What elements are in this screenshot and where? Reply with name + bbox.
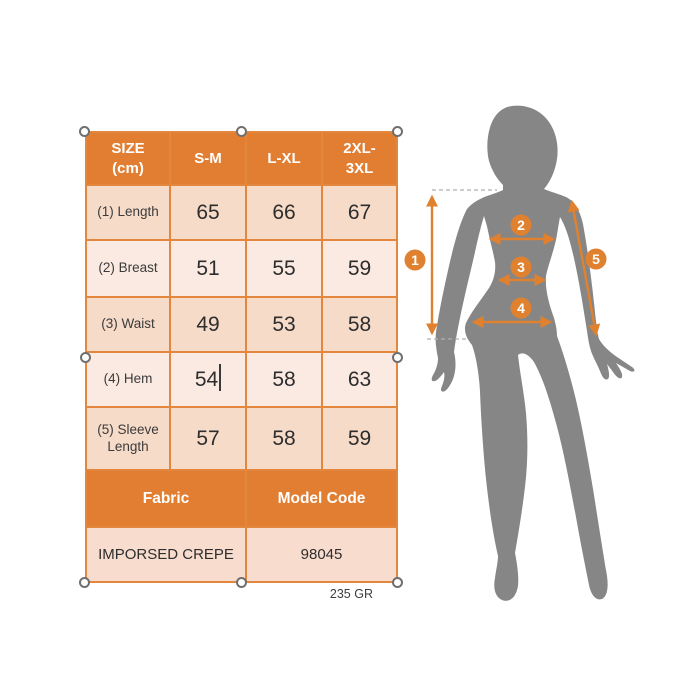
svg-text:2: 2 xyxy=(517,217,525,233)
header-fabric[interactable]: Fabric xyxy=(85,469,247,528)
marker-1-length: 1 xyxy=(404,249,426,271)
cell-breast-lxl[interactable]: 55 xyxy=(245,239,323,298)
marker-5-sleeve: 5 xyxy=(585,248,607,270)
header-model-code[interactable]: Model Code xyxy=(245,469,398,528)
cell-length-2xl[interactable]: 67 xyxy=(321,184,398,241)
cell-breast-sm[interactable]: 51 xyxy=(169,239,247,298)
cell-model-code-value[interactable]: 98045 xyxy=(245,526,398,583)
header-size-cm[interactable]: SIZE (cm) xyxy=(85,131,171,186)
cell-hem-2xl[interactable]: 63 xyxy=(321,351,398,408)
header-s-m[interactable]: S-M xyxy=(169,131,247,186)
svg-text:3: 3 xyxy=(517,259,525,275)
row-label-hem[interactable]: (4) Hem xyxy=(85,351,171,408)
cell-sleeve-2xl[interactable]: 59 xyxy=(321,406,398,471)
table-row: (5) Sleeve Length 57 58 59 xyxy=(85,406,398,471)
selection-handle-bottom-left[interactable] xyxy=(78,576,90,588)
svg-text:5: 5 xyxy=(592,251,600,267)
selection-handle-mid-left[interactable] xyxy=(79,351,91,363)
row-label-waist[interactable]: (3) Waist xyxy=(85,296,171,353)
table-row: (4) Hem 54 58 63 xyxy=(85,351,398,408)
selection-handle-top-left[interactable] xyxy=(78,125,90,137)
measurement-arrow-sleeve xyxy=(567,199,601,337)
selection-handle-bottom-center[interactable] xyxy=(235,576,247,588)
cell-length-sm[interactable]: 65 xyxy=(169,184,247,241)
marker-4-hem: 4 xyxy=(510,297,532,319)
marker-3-waist: 3 xyxy=(510,256,532,278)
selection-handle-top-center[interactable] xyxy=(235,125,247,137)
cell-sleeve-lxl[interactable]: 58 xyxy=(245,406,323,471)
row-label-breast[interactable]: (2) Breast xyxy=(85,239,171,298)
selection-handle-mid-right[interactable] xyxy=(391,351,403,363)
table-row: (1) Length 65 66 67 xyxy=(85,184,398,241)
table-row: (2) Breast 51 55 59 xyxy=(85,239,398,298)
table-row: (3) Waist 49 53 58 xyxy=(85,296,398,353)
selection-handle-top-right[interactable] xyxy=(391,125,403,137)
cell-waist-sm[interactable]: 49 xyxy=(169,296,247,353)
female-silhouette xyxy=(431,105,635,601)
weight-note: 235 GR xyxy=(329,587,373,601)
svg-text:1: 1 xyxy=(411,252,419,268)
header-l-xl[interactable]: L-XL xyxy=(245,131,323,186)
cell-waist-lxl[interactable]: 53 xyxy=(245,296,323,353)
cell-fabric-value[interactable]: IMPORSED CREPE xyxy=(85,526,247,583)
row-label-length[interactable]: (1) Length xyxy=(85,184,171,241)
cell-hem-lxl[interactable]: 58 xyxy=(245,351,323,408)
cell-length-lxl[interactable]: 66 xyxy=(245,184,323,241)
selection-handle-bottom-right[interactable] xyxy=(391,576,403,588)
marker-2-breast: 2 xyxy=(510,214,532,236)
cell-breast-2xl[interactable]: 59 xyxy=(321,239,398,298)
cell-sleeve-sm[interactable]: 57 xyxy=(169,406,247,471)
cell-hem-sm[interactable]: 54 xyxy=(169,351,247,408)
header-2xl-3xl[interactable]: 2XL- 3XL xyxy=(321,131,398,186)
size-table: SIZE (cm) S-M L-XL 2XL- 3XL (1) Length 6… xyxy=(85,131,398,583)
svg-text:4: 4 xyxy=(517,300,525,316)
text-cursor xyxy=(219,364,222,392)
row-label-sleeve-length[interactable]: (5) Sleeve Length xyxy=(85,406,171,471)
cell-waist-2xl[interactable]: 58 xyxy=(321,296,398,353)
cell-hem-sm-value: 54 xyxy=(194,367,219,391)
body-measurement-diagram: 1 2 3 4 5 xyxy=(404,105,635,601)
